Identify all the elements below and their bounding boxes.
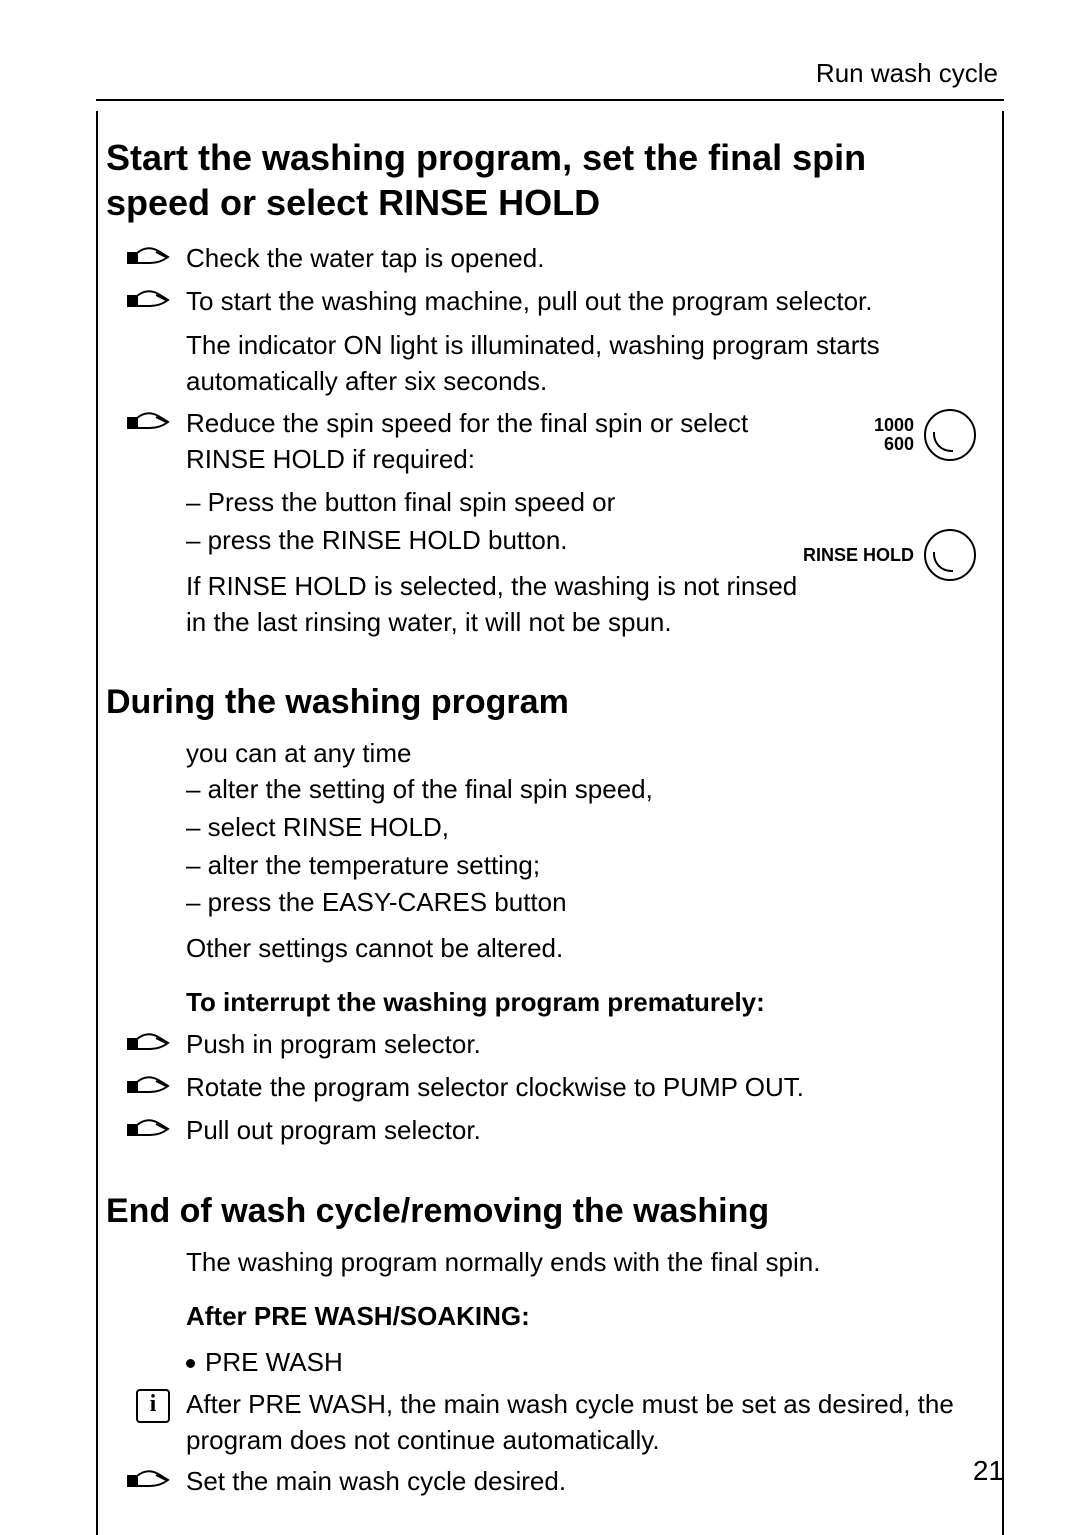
spin-speed-figure: 1000 600: [874, 409, 976, 461]
page-number: 21: [973, 1455, 1004, 1487]
hand-icon: [126, 1466, 170, 1501]
bullet-dot-icon: [186, 1359, 195, 1368]
info-text: After PRE WASH, the main wash cycle must…: [186, 1387, 980, 1459]
page: Run wash cycle Start the washing program…: [0, 0, 1080, 1529]
rinse-hold-label: RINSE HOLD: [803, 546, 914, 565]
hand-icon: [126, 1115, 170, 1150]
step-text: Push in program selector.: [186, 1027, 980, 1063]
step-text: Reduce the spin speed for the final spin…: [186, 406, 980, 641]
list-item: – press the EASY-CARES button: [186, 885, 980, 921]
dash-list: – alter the setting of the final spin sp…: [186, 772, 980, 922]
section3-title: End of wash cycle/removing the washing: [106, 1192, 980, 1231]
interrupt-title: To interrupt the washing program prematu…: [186, 985, 980, 1021]
step-line: The indicator ON light is illuminated, w…: [186, 328, 980, 400]
paragraph-line: The washing program normally ends with t…: [186, 1245, 980, 1281]
info-row: i After PRE WASH, the main wash cycle mu…: [106, 1387, 980, 1459]
step-text: Set the main wash cycle desired.: [186, 1464, 980, 1500]
paragraph-row: The washing program normally ends with t…: [106, 1245, 980, 1381]
content-frame: Start the washing program, set the final…: [96, 111, 1004, 1535]
step-line: If RINSE HOLD is selected, the washing i…: [186, 569, 800, 641]
step-line: To start the washing machine, pull out t…: [186, 284, 980, 320]
hand-icon: [126, 1072, 170, 1107]
spin-speed-label: 1000 600: [874, 416, 914, 454]
step-row: Set the main wash cycle desired.: [106, 1464, 980, 1501]
bullet-row: PRE WASH: [186, 1345, 980, 1381]
bullet-text: PRE WASH: [205, 1347, 343, 1377]
step-row: Reduce the spin speed for the final spin…: [106, 406, 980, 641]
hand-icon: [126, 1029, 170, 1064]
step-row: Pull out program selector.: [106, 1113, 980, 1150]
step-text: To start the washing machine, pull out t…: [186, 284, 980, 400]
list-item: – Press the button final spin speed or: [186, 485, 800, 521]
button-circle-icon: [924, 409, 976, 461]
step-row: Check the water tap is opened.: [106, 241, 980, 278]
running-header: Run wash cycle: [96, 58, 1004, 89]
paragraph: you can at any time – alter the setting …: [186, 736, 980, 1021]
hand-icon: [126, 243, 170, 278]
step-text: Rotate the program selector clockwise to…: [186, 1070, 980, 1106]
hand-icon: [126, 286, 170, 321]
intro-line: you can at any time: [186, 736, 980, 772]
step-row: To start the washing machine, pull out t…: [106, 284, 980, 400]
step-row: Push in program selector.: [106, 1027, 980, 1064]
note-line: Other settings cannot be altered.: [186, 931, 980, 967]
step-line: Reduce the spin speed for the final spin…: [186, 406, 800, 478]
list-item: – select RINSE HOLD,: [186, 810, 980, 846]
list-item: – alter the setting of the final spin sp…: [186, 772, 980, 808]
header-rule: [96, 99, 1004, 101]
list-item: – alter the temperature setting;: [186, 848, 980, 884]
paragraph: The washing program normally ends with t…: [186, 1245, 980, 1381]
section2-title: During the washing program: [106, 683, 980, 722]
step-row: Rotate the program selector clockwise to…: [106, 1070, 980, 1107]
step-text: Pull out program selector.: [186, 1113, 980, 1149]
after-title: After PRE WASH/SOAKING:: [186, 1299, 980, 1335]
spin-600: 600: [874, 435, 914, 454]
rinse-hold-figure: RINSE HOLD: [803, 529, 976, 581]
step-text: Check the water tap is opened.: [186, 241, 980, 277]
info-icon: i: [136, 1389, 170, 1423]
dash-list: – Press the button final spin speed or –…: [186, 485, 800, 559]
paragraph-row: you can at any time – alter the setting …: [106, 736, 980, 1021]
hand-icon: [126, 408, 170, 443]
button-circle-icon: [924, 529, 976, 581]
spin-1000: 1000: [874, 416, 914, 435]
section1-title: Start the washing program, set the final…: [106, 135, 980, 225]
list-item: – press the RINSE HOLD button.: [186, 523, 800, 559]
